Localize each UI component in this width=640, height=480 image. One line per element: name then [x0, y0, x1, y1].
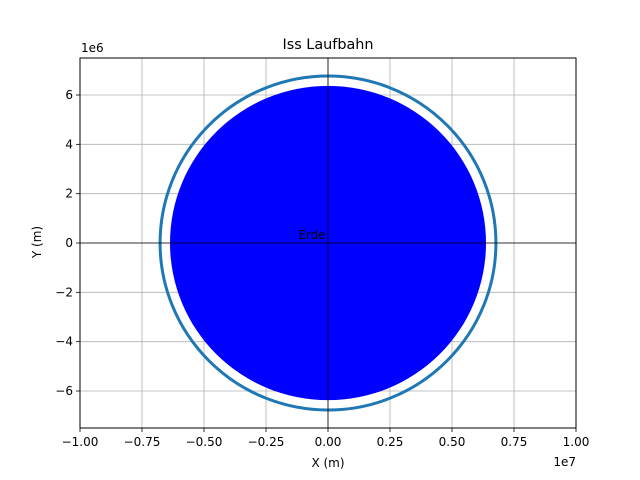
- x-tick-label: 0.75: [501, 435, 528, 449]
- x-tick-label: 0.25: [377, 435, 404, 449]
- x-tick-label: 0.50: [439, 435, 466, 449]
- reference-lines: [80, 58, 576, 428]
- y-tick-label: 2: [65, 187, 73, 201]
- y-axis-ticks: −6 −4 −2 0 2 4 6: [55, 88, 80, 398]
- x-tick-label: −1.00: [62, 435, 99, 449]
- x-tick-label: 0.00: [315, 435, 342, 449]
- y-tick-label: −4: [55, 335, 73, 349]
- y-tick-label: −2: [55, 285, 73, 299]
- x-axis-ticks: −1.00 −0.75 −0.50 −0.25 0.00 0.25 0.50 0.75 1.00: [62, 428, 590, 449]
- y-tick-label: 6: [65, 88, 73, 102]
- x-axis-offset-label: 1e7: [553, 455, 576, 469]
- x-axis-label: X (m): [311, 456, 344, 470]
- x-tick-label: −0.25: [248, 435, 285, 449]
- y-tick-label: 0: [65, 236, 73, 250]
- x-tick-label: −0.75: [124, 435, 161, 449]
- y-tick-label: 4: [65, 137, 73, 151]
- x-tick-label: −0.50: [186, 435, 223, 449]
- chart-title: Iss Laufbahn: [282, 37, 373, 53]
- earth-label: Erde: [298, 228, 325, 242]
- x-tick-label: 1.00: [563, 435, 590, 449]
- y-axis-label: Y (m): [30, 226, 44, 259]
- y-axis-offset-label: 1e6: [81, 41, 104, 55]
- y-tick-label: −6: [55, 384, 73, 398]
